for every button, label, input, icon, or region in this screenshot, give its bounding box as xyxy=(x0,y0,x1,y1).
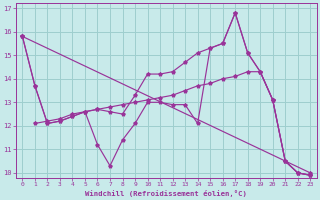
X-axis label: Windchill (Refroidissement éolien,°C): Windchill (Refroidissement éolien,°C) xyxy=(85,190,247,197)
